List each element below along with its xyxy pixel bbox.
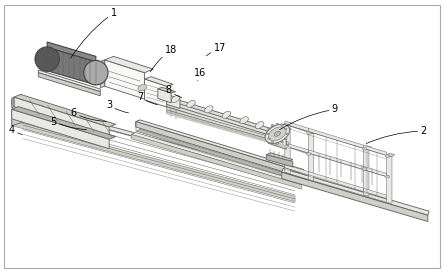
Ellipse shape: [269, 126, 277, 133]
Polygon shape: [308, 132, 313, 181]
Polygon shape: [100, 60, 105, 88]
Text: 8: 8: [166, 85, 182, 98]
Ellipse shape: [283, 145, 288, 147]
Ellipse shape: [281, 124, 284, 126]
Ellipse shape: [306, 132, 311, 134]
Polygon shape: [266, 155, 293, 167]
Polygon shape: [38, 70, 100, 92]
Text: 6: 6: [71, 108, 107, 121]
Ellipse shape: [286, 133, 289, 135]
Ellipse shape: [276, 123, 279, 125]
Polygon shape: [12, 120, 295, 202]
Text: 5: 5: [51, 117, 87, 130]
Ellipse shape: [268, 138, 270, 140]
Ellipse shape: [268, 128, 270, 130]
Ellipse shape: [138, 84, 147, 91]
Ellipse shape: [281, 141, 284, 143]
Polygon shape: [285, 124, 290, 174]
Polygon shape: [166, 112, 291, 149]
Polygon shape: [131, 132, 306, 185]
Polygon shape: [158, 87, 175, 93]
Polygon shape: [308, 150, 364, 170]
Polygon shape: [266, 153, 293, 162]
Polygon shape: [12, 107, 116, 139]
Polygon shape: [166, 94, 180, 109]
Text: 18: 18: [151, 44, 177, 72]
Ellipse shape: [35, 47, 59, 71]
Text: 9: 9: [280, 104, 338, 130]
Polygon shape: [12, 109, 109, 149]
Ellipse shape: [265, 124, 289, 143]
Ellipse shape: [362, 147, 367, 150]
Polygon shape: [158, 89, 171, 103]
Polygon shape: [145, 79, 166, 107]
Ellipse shape: [283, 123, 288, 126]
Polygon shape: [12, 97, 14, 108]
Ellipse shape: [255, 121, 264, 129]
Polygon shape: [14, 97, 109, 136]
Ellipse shape: [362, 168, 367, 170]
Polygon shape: [282, 172, 428, 221]
Text: 17: 17: [206, 43, 226, 56]
Polygon shape: [364, 145, 387, 156]
Polygon shape: [364, 188, 387, 198]
Text: 7: 7: [137, 92, 157, 105]
Polygon shape: [47, 42, 96, 62]
Polygon shape: [285, 122, 293, 126]
Text: 4: 4: [9, 125, 22, 135]
Ellipse shape: [83, 60, 108, 85]
Ellipse shape: [385, 175, 390, 178]
Ellipse shape: [306, 153, 311, 155]
Text: 3: 3: [106, 100, 128, 113]
Polygon shape: [269, 133, 286, 149]
Ellipse shape: [276, 143, 279, 144]
Polygon shape: [145, 77, 173, 86]
Ellipse shape: [285, 128, 287, 130]
Polygon shape: [285, 121, 308, 132]
Polygon shape: [308, 171, 364, 191]
Ellipse shape: [269, 127, 286, 141]
Text: 16: 16: [194, 68, 206, 81]
Ellipse shape: [274, 131, 281, 136]
Polygon shape: [364, 148, 369, 196]
Ellipse shape: [187, 100, 195, 107]
Polygon shape: [364, 146, 372, 149]
Polygon shape: [166, 110, 289, 147]
Polygon shape: [364, 167, 387, 177]
Ellipse shape: [171, 96, 180, 103]
Ellipse shape: [271, 141, 274, 143]
Polygon shape: [308, 130, 316, 134]
Polygon shape: [387, 153, 395, 157]
Ellipse shape: [285, 138, 287, 140]
Polygon shape: [12, 100, 295, 180]
Polygon shape: [131, 134, 301, 189]
Ellipse shape: [385, 155, 390, 158]
Ellipse shape: [266, 133, 269, 135]
Ellipse shape: [222, 111, 231, 118]
Polygon shape: [387, 156, 392, 204]
Polygon shape: [136, 129, 304, 181]
Polygon shape: [14, 94, 116, 127]
Text: 1: 1: [71, 8, 117, 58]
Polygon shape: [12, 105, 25, 126]
Text: 2: 2: [366, 126, 427, 144]
Polygon shape: [308, 128, 364, 149]
Polygon shape: [166, 96, 273, 139]
Polygon shape: [105, 57, 153, 73]
Ellipse shape: [271, 124, 274, 126]
Polygon shape: [38, 73, 100, 96]
Polygon shape: [136, 121, 299, 177]
Ellipse shape: [240, 117, 248, 124]
Polygon shape: [136, 120, 304, 171]
Polygon shape: [285, 143, 308, 153]
Polygon shape: [282, 168, 429, 215]
Polygon shape: [285, 164, 308, 175]
Polygon shape: [47, 48, 96, 85]
Polygon shape: [105, 60, 145, 99]
Polygon shape: [166, 107, 289, 145]
Ellipse shape: [204, 106, 213, 113]
